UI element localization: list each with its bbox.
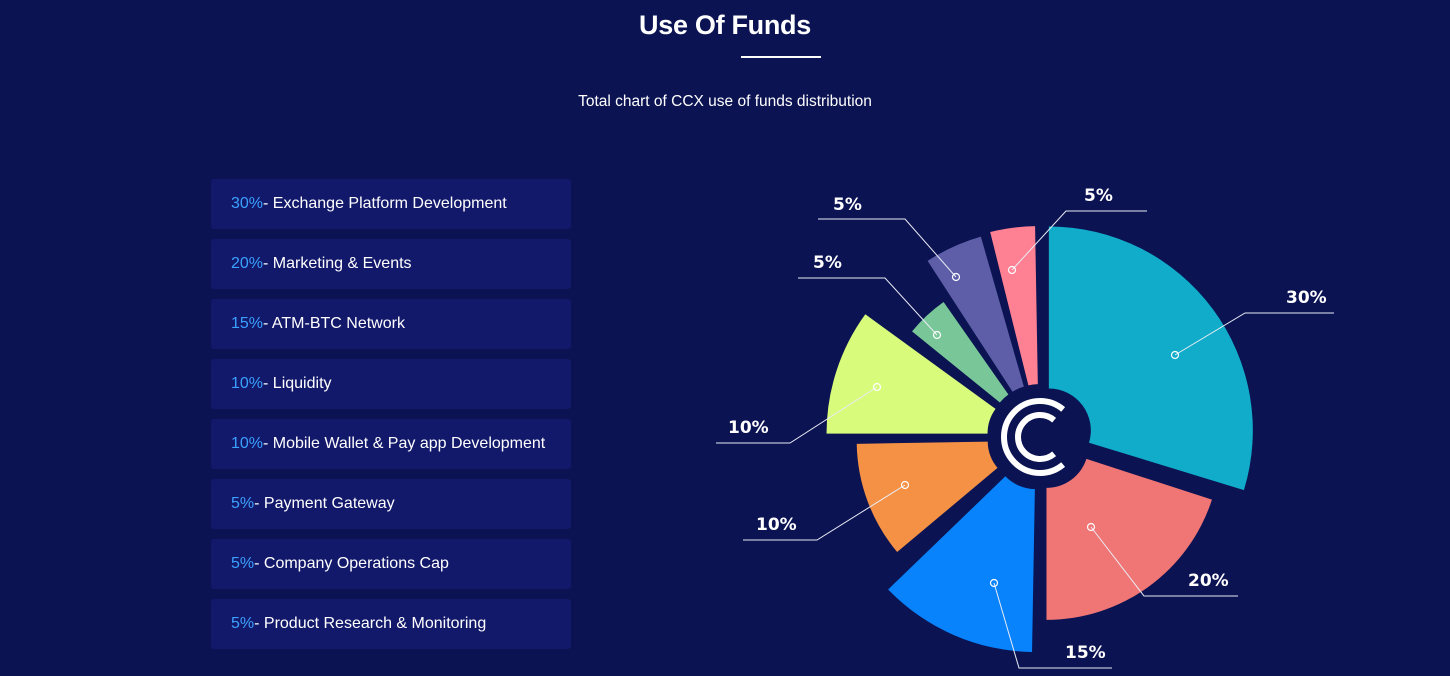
slice-label: 5%	[833, 195, 862, 215]
legend-label: - Marketing & Events	[263, 255, 412, 272]
legend-item: 5% - Company Operations Cap	[211, 539, 571, 589]
leader-line	[818, 218, 957, 278]
leader-line	[716, 386, 878, 444]
pie-slice	[912, 301, 1009, 403]
legend-percent: 15%	[231, 315, 264, 332]
leader-dot	[1007, 265, 1017, 275]
legend-label: - Mobile Wallet & Pay app Development	[263, 435, 546, 452]
slice-label: 10%	[756, 515, 797, 535]
legend-label: - Payment Gateway	[254, 495, 395, 512]
legend-label: - Product Research & Monitoring	[254, 615, 487, 632]
leader-dot	[1170, 350, 1180, 360]
legend-percent: 20%	[231, 255, 264, 272]
leader-line	[743, 484, 906, 541]
legend-percent: 5%	[231, 555, 255, 572]
pie-slice	[888, 476, 1035, 653]
slice-label: 30%	[1286, 288, 1327, 308]
legend-percent: 5%	[231, 615, 255, 632]
pie-slice	[990, 226, 1038, 386]
pie-slice	[856, 441, 998, 553]
pie-slice	[826, 314, 996, 434]
legend-item: 5% - Product Research & Monitoring	[211, 599, 571, 649]
legend-percent: 10%	[231, 435, 264, 452]
slice-label: 5%	[813, 253, 842, 273]
legend-item: 15% - ATM-BTC Network	[211, 299, 571, 349]
slice-label: 15%	[1065, 643, 1106, 663]
page-subtitle: Total chart of CCX use of funds distribu…	[578, 93, 872, 110]
legend-label: - ATM-BTC Network	[263, 315, 405, 332]
page-title: Use Of Funds	[639, 10, 811, 40]
leader-dot	[1086, 522, 1096, 532]
legend-label: - Liquidity	[263, 375, 332, 392]
ccx-logo-icon	[1001, 398, 1066, 476]
leader-line	[993, 582, 1112, 669]
leader-line	[798, 277, 938, 336]
slice-label: 10%	[728, 418, 769, 438]
leader-dot	[872, 382, 882, 392]
slice-label: 20%	[1188, 571, 1229, 591]
legend-percent: 10%	[231, 375, 264, 392]
leader-dot	[900, 480, 910, 490]
pie-slice	[1046, 458, 1212, 620]
pie-slice	[1048, 226, 1253, 491]
slice-label: 5%	[1084, 186, 1113, 206]
leader-dot	[989, 578, 999, 588]
leader-line	[1090, 526, 1238, 597]
funds-legend: 30% - Exchange Platform Development 20% …	[211, 179, 571, 659]
title-underline	[741, 56, 821, 58]
legend-item: 10% - Liquidity	[211, 359, 571, 409]
ccx-logo-icon	[1015, 412, 1057, 462]
legend-percent: 5%	[231, 495, 255, 512]
legend-percent: 30%	[231, 195, 264, 212]
legend-item: 5% - Payment Gateway	[211, 479, 571, 529]
legend-label: - Company Operations Cap	[254, 555, 449, 572]
leader-line	[1174, 312, 1334, 356]
legend-item: 30% - Exchange Platform Development	[211, 179, 571, 229]
leader-dot	[932, 330, 942, 340]
legend-item: 20% - Marketing & Events	[211, 239, 571, 289]
leader-line	[1011, 210, 1147, 271]
legend-label: - Exchange Platform Development	[263, 195, 507, 212]
legend-item: 10% - Mobile Wallet & Pay app Developmen…	[211, 419, 571, 469]
leader-dot	[951, 272, 961, 282]
pie-slice	[927, 236, 1024, 392]
